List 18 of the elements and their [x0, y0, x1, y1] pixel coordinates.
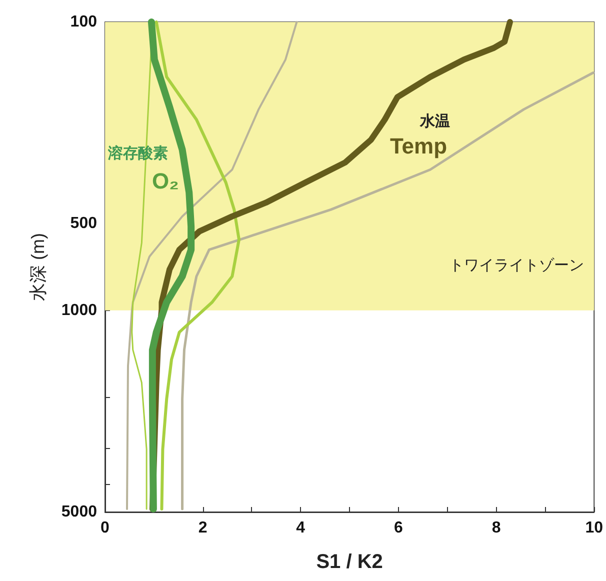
x-tick-label: 0	[100, 520, 110, 536]
x-tick-label: 2	[198, 520, 208, 536]
annotation: Temp	[390, 134, 448, 158]
y-tick-label: 500	[70, 215, 98, 232]
x-tick-label: 6	[394, 520, 404, 536]
x-tick-label: 10	[585, 520, 604, 536]
x-tick-label: 8	[492, 520, 501, 536]
y-tick-label: 100	[70, 14, 98, 30]
line-series	[181, 72, 594, 510]
band-label: トワイライトゾーン	[449, 257, 584, 274]
x-tick-label: 4	[296, 520, 306, 536]
y-axis-title: 水深 (m)	[28, 233, 48, 301]
line-series	[154, 20, 241, 510]
annotation: O₂	[152, 168, 179, 194]
x-axis-title: S1 / K2	[316, 551, 383, 573]
y-tick-label: 1000	[61, 302, 98, 319]
annotation: 水温	[419, 113, 450, 130]
y-tick-label: 5000	[61, 504, 98, 520]
